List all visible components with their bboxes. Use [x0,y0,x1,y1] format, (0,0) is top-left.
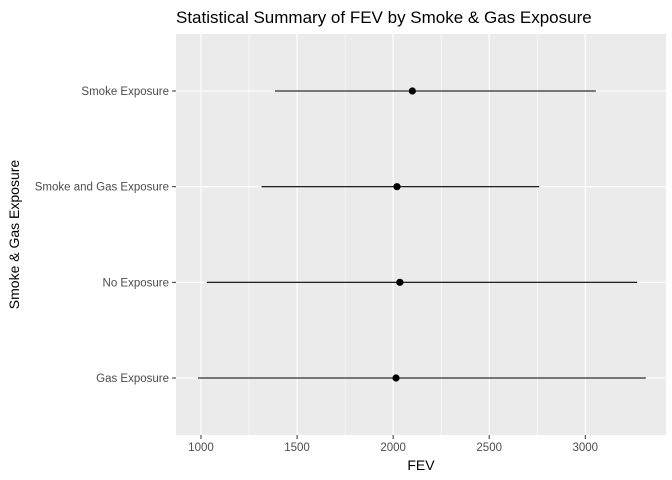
axis-layer: 1000 1500 2000 2500 3000 Gas Exposure No Expos… [35,86,598,454]
chart-title: Statistical Summary of FEV by Smoke & Ga… [176,8,592,27]
data-layer [198,87,646,382]
y-tick-label: Gas Exposure [96,373,169,385]
x-axis-title: FEV [407,457,435,473]
y-tick-label: Smoke and Gas Exposure [35,182,169,194]
y-tick-label: Smoke Exposure [81,86,169,98]
y-axis-title: Smoke & Gas Exposure [6,160,22,310]
x-tick-label: 2500 [476,442,502,454]
plot-panel [176,34,666,435]
x-tick-label: 2000 [380,442,406,454]
mean-point [408,87,416,95]
x-tick-label: 1000 [188,442,214,454]
y-tick-label: No Exposure [103,277,169,289]
x-tick-label: 3000 [572,442,598,454]
x-tick-label: 1500 [284,442,310,454]
mean-point [396,278,404,286]
mean-point [392,374,400,382]
mean-point [393,183,401,191]
